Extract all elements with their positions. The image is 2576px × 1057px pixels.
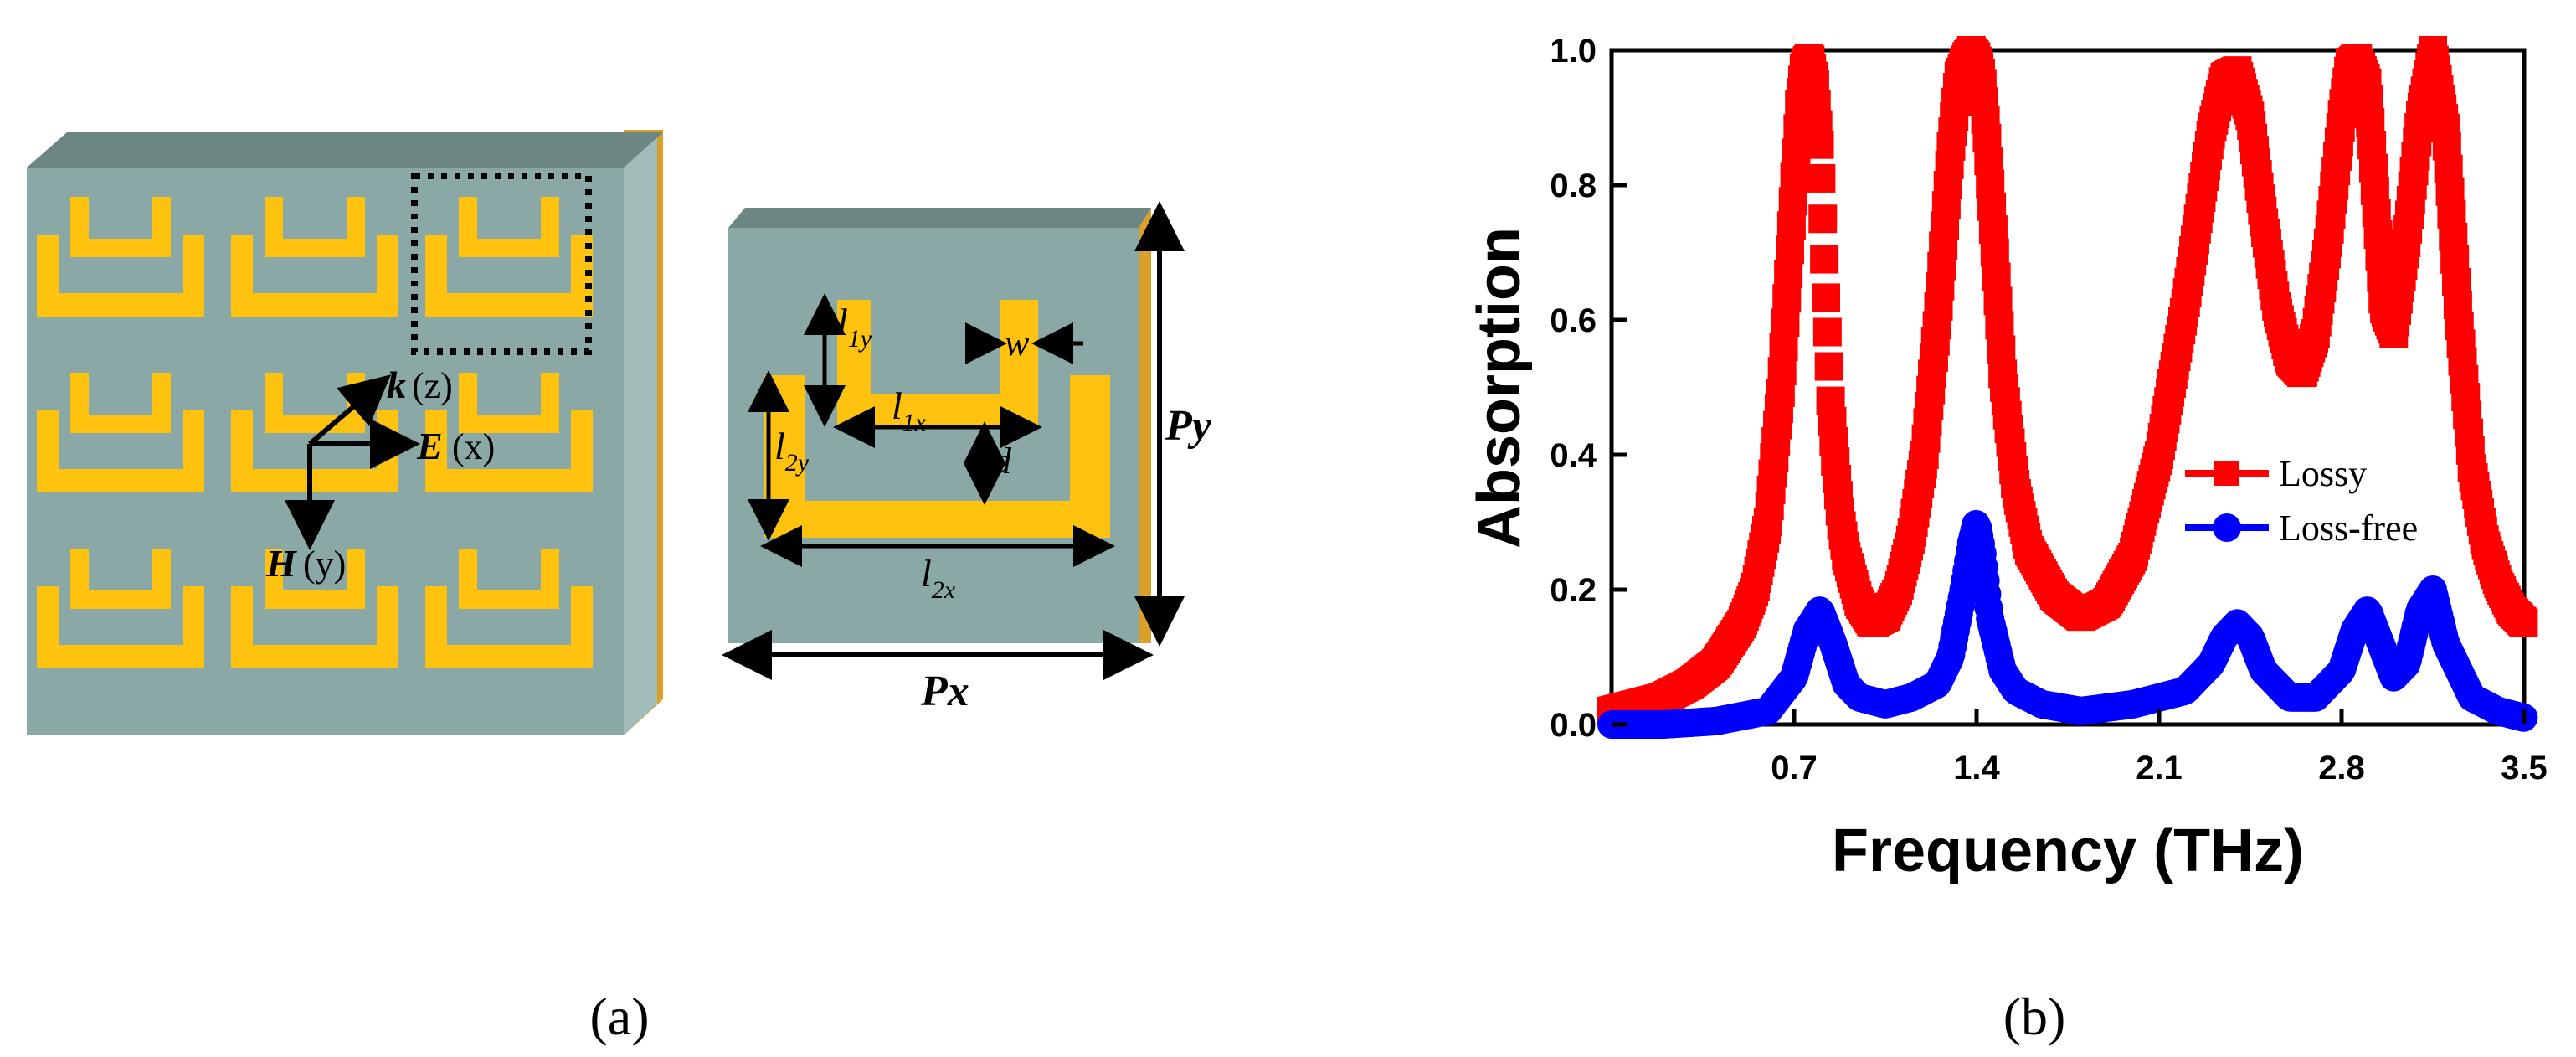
y-tick-label: 0.6: [1550, 302, 1597, 339]
legend: Lossy Loss-free: [2185, 453, 2418, 549]
lossy-marker: [1805, 130, 1834, 159]
lossy-marker: [1812, 317, 1842, 347]
resonator-cell: [425, 373, 593, 492]
e-direction-label: (x): [452, 426, 495, 467]
series-loss-free: [1597, 509, 2538, 739]
lossy-marker: [1778, 187, 1807, 216]
lossy-marker: [1807, 163, 1836, 193]
field-vectors: k (z) E (x) H (y): [265, 364, 495, 585]
x-tick-label: 0.7: [1771, 750, 1818, 786]
resonator-outer-u: [231, 235, 398, 317]
resonator-cell: [37, 373, 204, 492]
resonator-cell: [425, 197, 593, 317]
lossy-marker: [1987, 335, 2016, 364]
k-vector-arrow: [308, 374, 392, 446]
resonator-cell: [231, 549, 398, 668]
axis-ticks: [1612, 48, 2527, 727]
d-label: d: [993, 441, 1012, 482]
lossy-marker: [1776, 235, 1805, 265]
lossy-marker: [1771, 308, 1800, 338]
e-label: E: [416, 425, 443, 467]
legend-lossy-label: Lossy: [2279, 453, 2367, 494]
unit-cell-outer-u: [764, 375, 1110, 538]
x-axis-title: Frequency (THz): [1832, 817, 2304, 884]
lossy-marker: [1776, 211, 1806, 240]
lossy-marker: [1982, 262, 2011, 291]
lossy-marker: [1767, 357, 1797, 386]
plot-frame: [1609, 48, 2527, 727]
unit-cell-ground-side: [1139, 208, 1151, 643]
resonator-inner-u: [70, 549, 171, 609]
resonator-inner-u: [459, 197, 559, 257]
k-label: k: [387, 364, 406, 406]
lossy-marker: [1808, 204, 1838, 234]
resonator-inner-u: [459, 373, 559, 433]
lossy-marker: [1780, 162, 1809, 192]
x-tick-label: 2.8: [2318, 750, 2365, 786]
array-substrate-side: [624, 136, 657, 735]
l2y-label: l2y: [774, 425, 810, 477]
lossy-marker: [1774, 260, 1803, 289]
resonator-inner-u: [265, 197, 365, 257]
l1x-label: l1x: [892, 384, 927, 436]
lossy-marker: [2509, 608, 2538, 637]
legend-lossy-marker: [2214, 461, 2239, 486]
lossy-marker: [1811, 283, 1840, 312]
caption-b: (b): [2003, 987, 2066, 1046]
caption-a: (a): [589, 987, 649, 1046]
resonator-cell: [37, 549, 204, 668]
lossy-marker: [1814, 352, 1843, 381]
absorption-chart: 0.7 1.4 2.1 2.8 3.5 0.0 0.2 0.4 0.6 0.8 …: [1466, 33, 2548, 884]
array-substrate-face: [27, 168, 624, 735]
lossy-marker: [1810, 245, 1839, 274]
y-axis-title: Absorption: [1466, 227, 1533, 549]
resonator-inner-u: [70, 373, 171, 433]
resonator-outer-u: [231, 410, 398, 492]
series-lossy: [1597, 36, 2538, 725]
py-label: Py: [1165, 402, 1212, 450]
lossy-marker: [1769, 333, 1798, 362]
resonator-outer-u: [37, 410, 204, 492]
l1y-label: l1y: [837, 301, 872, 353]
resonator-inner-u: [265, 549, 365, 609]
lossy-marker: [1983, 286, 2013, 316]
resonator-grid: [37, 197, 593, 668]
h-direction-label: (y): [303, 544, 346, 585]
metamaterial-array: [27, 130, 663, 735]
unit-cell: l1y l1x w d l2y l2x Py Px: [722, 201, 1212, 715]
x-tick-label: 3.5: [2501, 750, 2548, 786]
unit-cell-substrate-top: [728, 208, 1151, 228]
resonator-cell: [231, 197, 398, 317]
resonator-outer-u: [425, 235, 593, 317]
w-label: w: [1005, 322, 1030, 364]
y-tick-label: 0.0: [1550, 707, 1597, 744]
lossy-marker: [1980, 238, 2009, 267]
lossy-marker: [1985, 311, 2014, 340]
array-substrate-top: [27, 132, 663, 168]
x-tick-label: 1.4: [1953, 750, 2000, 786]
l2x-label: l2x: [921, 552, 956, 604]
resonator-inner-u: [459, 549, 559, 609]
legend-lossfree-marker: [2213, 513, 2241, 542]
resonator-outer-u: [37, 235, 204, 317]
resonator-inner-u: [70, 197, 171, 257]
y-tick-label: 0.2: [1550, 572, 1597, 609]
k-direction-label: (z): [412, 365, 453, 406]
x-tick-label: 2.1: [2136, 750, 2183, 786]
h-label: H: [265, 542, 297, 585]
resonator-outer-u: [231, 586, 398, 668]
resonator-cell: [37, 197, 204, 317]
resonator-outer-u: [425, 586, 593, 668]
resonator-outer-u: [37, 586, 204, 668]
legend-lossfree-label: Loss-free: [2279, 508, 2418, 549]
resonator-outer-u: [425, 410, 593, 492]
y-tick-label: 0.4: [1550, 437, 1597, 474]
unit-cell-inner-u: [837, 300, 1038, 425]
y-tick-label: 1.0: [1550, 33, 1597, 70]
lossy-marker: [1772, 284, 1802, 313]
px-label: Px: [920, 668, 969, 715]
y-tick-label: 0.8: [1550, 168, 1597, 204]
resonator-cell: [425, 549, 593, 668]
